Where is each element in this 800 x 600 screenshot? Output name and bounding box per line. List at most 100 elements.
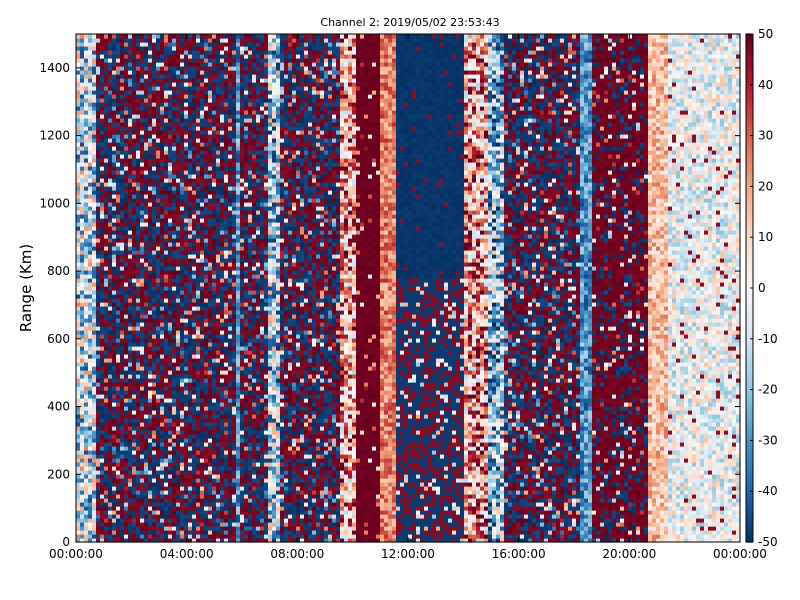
heatmap-cell — [220, 466, 225, 471]
heatmap-cell — [84, 354, 89, 359]
heatmap-cell — [232, 502, 237, 507]
heatmap-cell — [152, 538, 157, 543]
heatmap-cell — [212, 418, 217, 423]
heatmap-cell — [176, 338, 181, 343]
heatmap-cell — [224, 78, 229, 83]
heatmap-cell — [128, 266, 133, 271]
heatmap-cell — [216, 318, 221, 323]
heatmap-cell — [96, 434, 101, 439]
heatmap-cell — [92, 362, 97, 367]
heatmap-cell — [212, 278, 217, 283]
heatmap-cell — [84, 378, 89, 383]
heatmap-cell — [156, 342, 161, 347]
heatmap-cell — [120, 282, 125, 287]
heatmap-cell — [216, 230, 221, 235]
heatmap-cell — [116, 118, 121, 123]
heatmap-cell — [76, 314, 81, 319]
heatmap-cell — [228, 186, 233, 191]
heatmap-cell — [152, 366, 157, 371]
heatmap-cell — [104, 78, 109, 83]
heatmap-cell — [200, 302, 205, 307]
heatmap-cell — [228, 306, 233, 311]
heatmap-cell — [100, 326, 105, 331]
heatmap-cell — [112, 226, 117, 231]
heatmap-cell — [100, 458, 105, 463]
heatmap-cell — [96, 442, 101, 447]
heatmap-cell — [172, 338, 177, 343]
heatmap-cell — [208, 114, 213, 119]
heatmap-cell — [160, 186, 165, 191]
heatmap-cell — [84, 250, 89, 255]
heatmap-cell — [92, 342, 97, 347]
heatmap-cell — [76, 530, 81, 535]
heatmap-cell — [132, 430, 137, 435]
heatmap-cell — [200, 34, 205, 39]
heatmap-cell — [188, 74, 193, 79]
heatmap-cell — [164, 394, 169, 399]
heatmap-cell — [120, 130, 125, 135]
heatmap-cell — [180, 142, 185, 147]
heatmap-cell — [148, 210, 153, 215]
heatmap-cell — [116, 302, 121, 307]
heatmap-cell — [156, 306, 161, 311]
heatmap-cell — [200, 198, 205, 203]
heatmap-cell — [192, 466, 197, 471]
heatmap-cell — [112, 222, 117, 227]
heatmap-cell — [164, 82, 169, 87]
heatmap-cell — [140, 242, 145, 247]
heatmap-cell — [84, 462, 89, 467]
heatmap-cell — [180, 234, 185, 239]
heatmap-cell — [180, 514, 185, 519]
heatmap-cell — [200, 58, 205, 63]
heatmap-cell — [76, 474, 81, 479]
heatmap-cell — [124, 266, 129, 271]
heatmap-cell — [188, 502, 193, 507]
heatmap-cell — [172, 394, 177, 399]
heatmap-cell — [184, 406, 189, 411]
heatmap-cell — [104, 82, 109, 87]
heatmap-cell — [84, 490, 89, 495]
heatmap-cell — [220, 230, 225, 235]
heatmap-cell — [136, 282, 141, 287]
heatmap-cell — [200, 518, 205, 523]
heatmap-cell — [88, 498, 93, 503]
heatmap-cell — [120, 418, 125, 423]
heatmap-cell — [172, 258, 177, 263]
heatmap-cell — [192, 194, 197, 199]
heatmap-cell — [84, 42, 89, 47]
heatmap-cell — [224, 502, 229, 507]
heatmap-cell — [100, 242, 105, 247]
heatmap-cell — [212, 38, 217, 43]
heatmap-cell — [172, 286, 177, 291]
heatmap-cell — [116, 530, 121, 535]
heatmap-cell — [136, 510, 141, 515]
heatmap-cell — [84, 98, 89, 103]
heatmap-cell — [132, 518, 137, 523]
heatmap-cell — [200, 142, 205, 147]
heatmap-cell — [152, 234, 157, 239]
heatmap-cell — [80, 358, 85, 363]
heatmap-cell — [192, 202, 197, 207]
heatmap-cell — [140, 374, 145, 379]
heatmap-cell — [108, 326, 113, 331]
heatmap-cell — [184, 498, 189, 503]
heatmap-cell — [204, 494, 209, 499]
heatmap-cell — [108, 418, 113, 423]
heatmap-cell — [168, 94, 173, 99]
heatmap-cell — [160, 258, 165, 263]
heatmap-cell — [188, 206, 193, 211]
heatmap-cell — [160, 354, 165, 359]
heatmap-cell — [184, 78, 189, 83]
heatmap-cell — [180, 490, 185, 495]
heatmap-cell — [176, 470, 181, 475]
heatmap-cell — [144, 370, 149, 375]
heatmap-cell — [136, 278, 141, 283]
heatmap-cell — [188, 198, 193, 203]
heatmap-cell — [172, 74, 177, 79]
heatmap-cell — [88, 486, 93, 491]
heatmap-cell — [184, 134, 189, 139]
heatmap-cell — [124, 70, 129, 75]
heatmap-cell — [200, 206, 205, 211]
heatmap-cell — [144, 342, 149, 347]
heatmap-cell — [92, 266, 97, 271]
